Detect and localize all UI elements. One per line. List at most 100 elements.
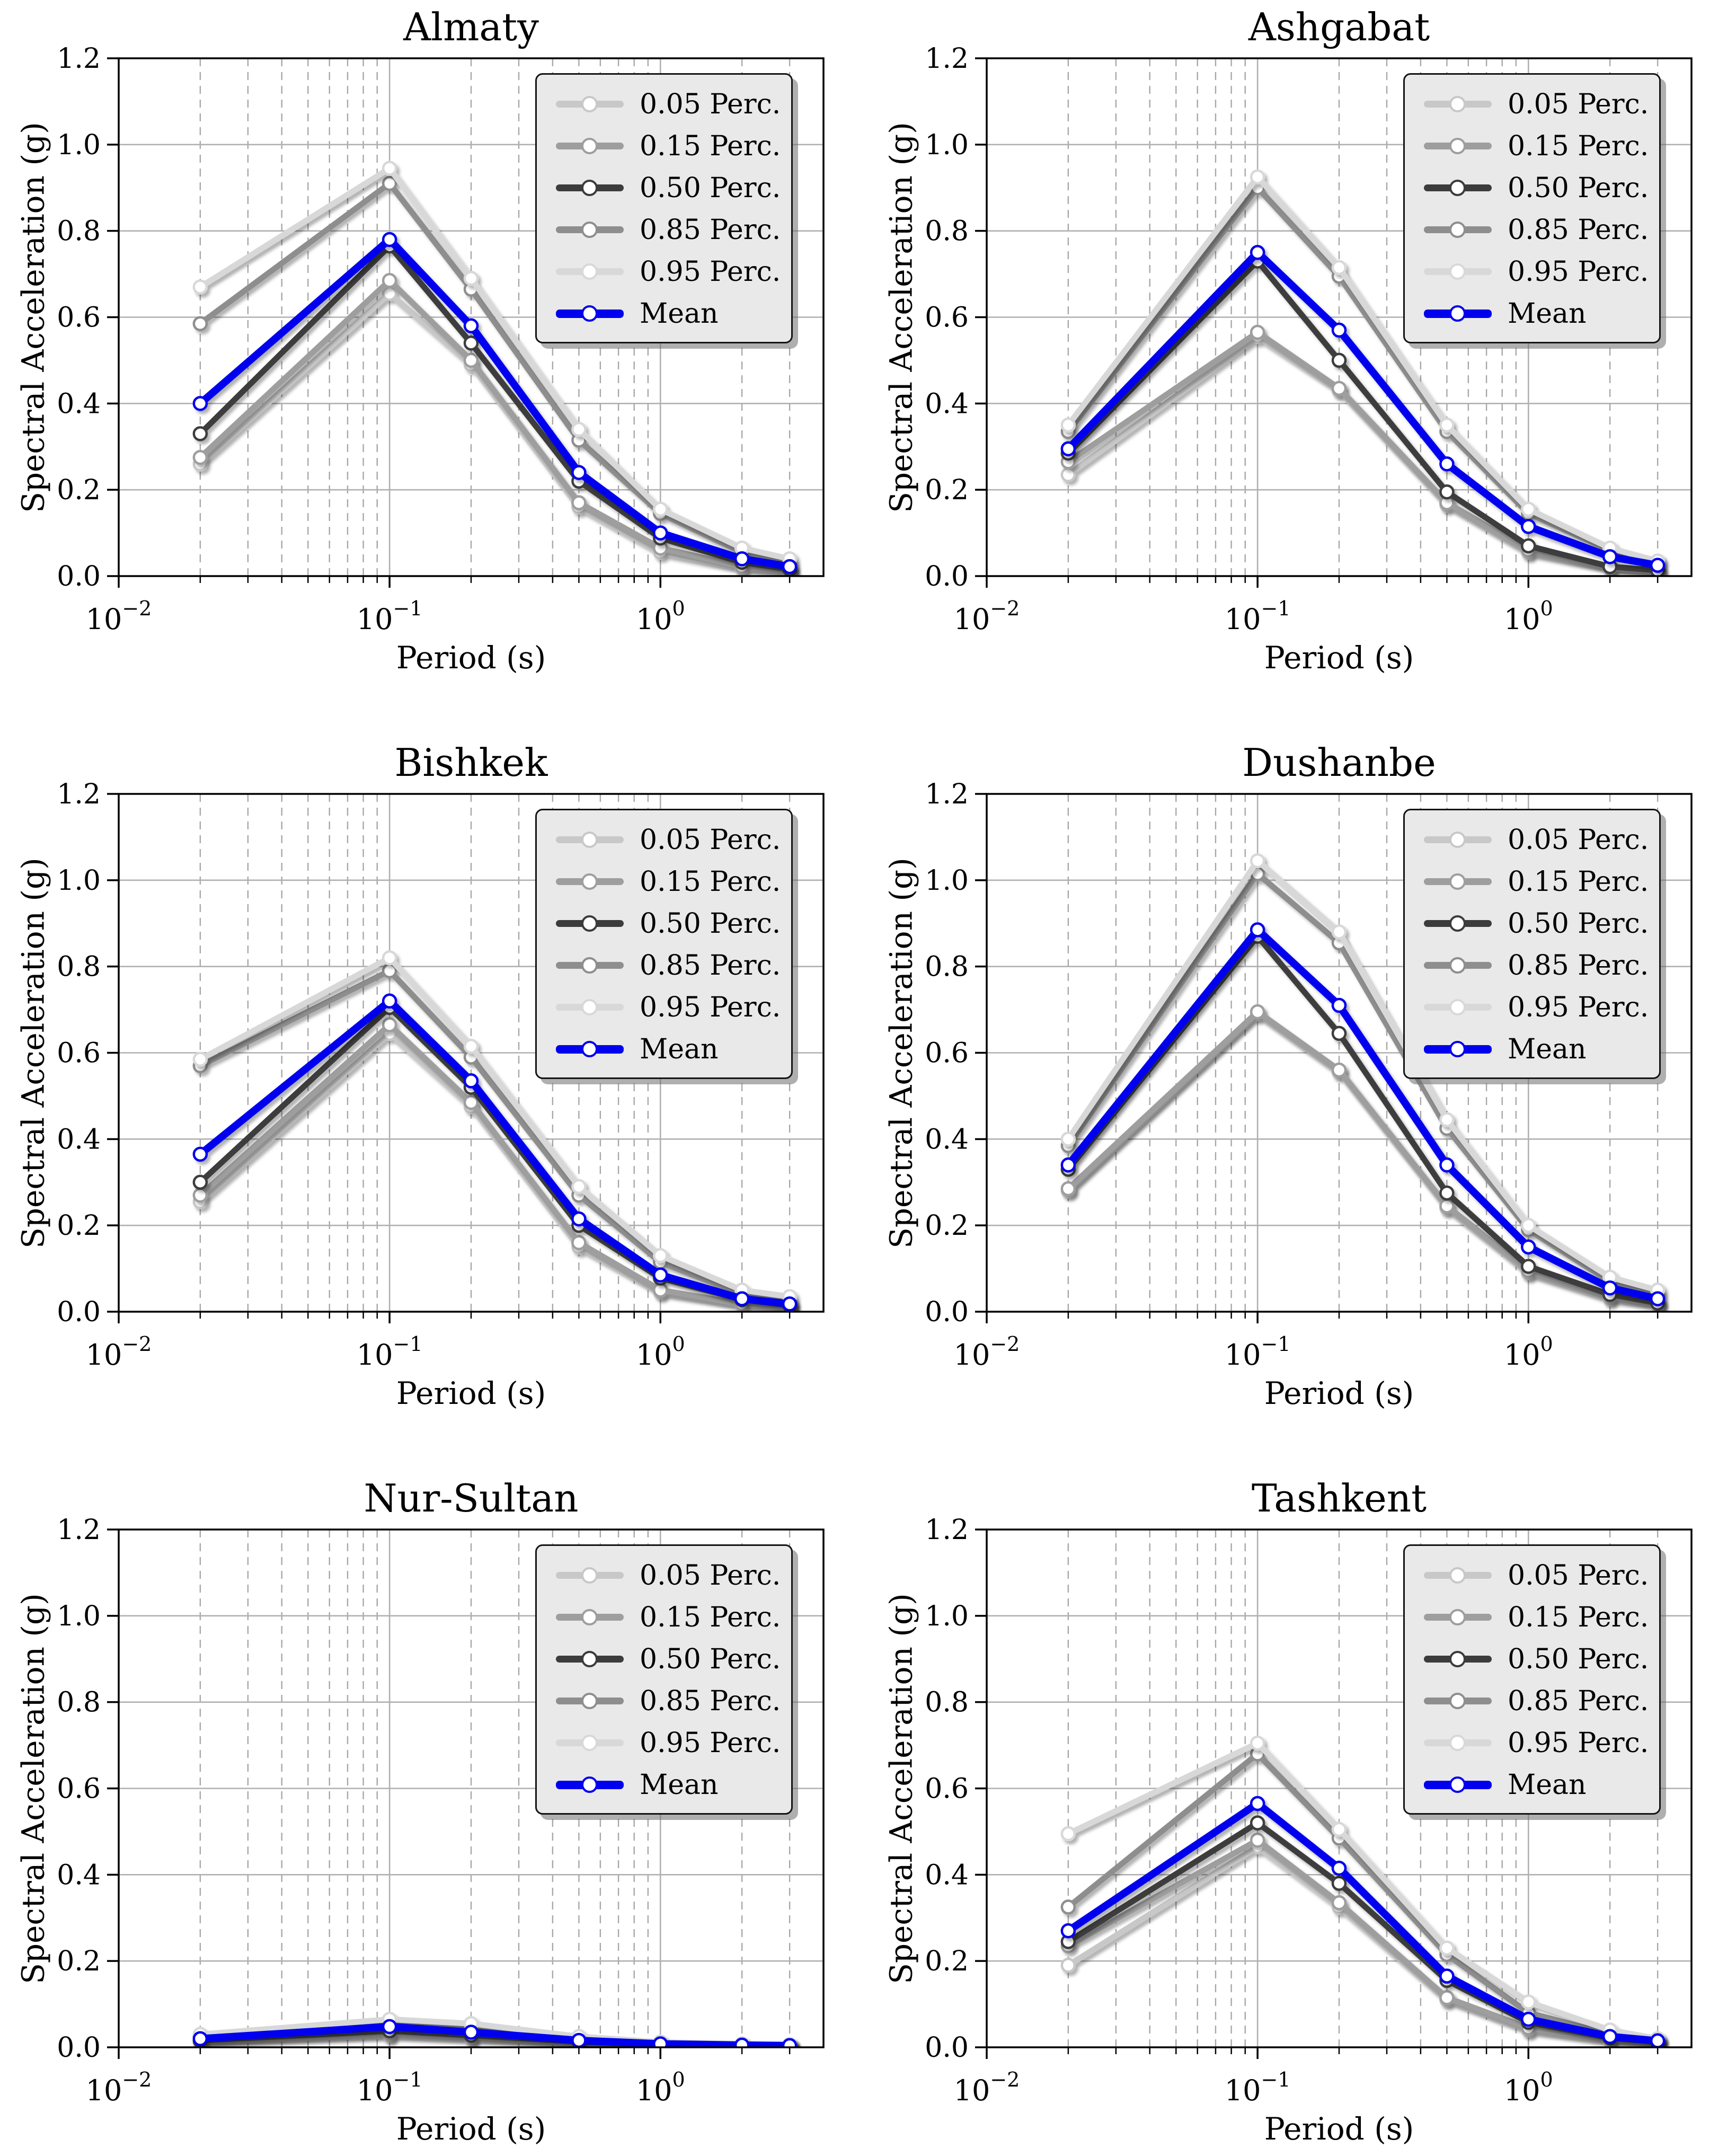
svg-text:0.8: 0.8	[57, 951, 101, 983]
legend-entry-mean: Mean	[545, 1028, 786, 1070]
data-point	[1439, 1185, 1455, 1201]
x-axis-label: Period (s)	[396, 2111, 546, 2147]
legend-label: 0.15 Perc.	[640, 130, 781, 162]
subplot-ashgabat: 0.0 0.2 0.4 0.6 0.8 1.0 1.2 10−2 10−1 100 Ashgaba…	[868, 0, 1736, 715]
legend-entry-0-50-perc: 0.50 Perc.	[545, 903, 786, 944]
legend-label: 0.15 Perc.	[640, 865, 781, 898]
data-point	[1331, 1876, 1347, 1891]
legend-line-swatch	[556, 1650, 624, 1667]
svg-text:10−2: 10−2	[954, 1332, 1020, 1372]
data-point	[1521, 538, 1536, 554]
data-point	[571, 2032, 587, 2047]
legend-entry-0-85-perc: 0.85 Perc.	[1413, 944, 1654, 986]
data-point	[1250, 169, 1265, 185]
legend-entry-0-05-perc: 0.05 Perc.	[545, 1554, 786, 1596]
legend-line-swatch	[1424, 957, 1492, 974]
legend-marker-icon	[1449, 1567, 1466, 1584]
legend-entry-0-50-perc: 0.50 Perc.	[545, 1638, 786, 1680]
data-point	[653, 1248, 668, 1263]
legend-entry-mean: Mean	[545, 1764, 786, 1806]
svg-text:1.0: 1.0	[925, 129, 969, 161]
data-point	[1650, 558, 1666, 573]
data-point	[1060, 1157, 1076, 1173]
data-point	[1060, 1958, 1076, 1973]
svg-text:100: 100	[1504, 2068, 1553, 2107]
axis-ticks	[975, 57, 1659, 588]
series-0-50-perc	[1060, 1815, 1666, 2047]
legend-line-swatch	[556, 1567, 624, 1584]
svg-text:0.0: 0.0	[925, 2032, 969, 2064]
data-point	[1521, 1259, 1536, 1274]
legend-marker-icon	[581, 998, 598, 1015]
legend-line-swatch	[1424, 831, 1492, 848]
chart-canvas-nur-sultan: 0.0 0.2 0.4 0.6 0.8 1.0 1.2 10−2 10−1 100	[57, 1514, 825, 2107]
chart-canvas-ashgabat: 0.0 0.2 0.4 0.6 0.8 1.0 1.2 10−2 10−1 100	[925, 43, 1693, 636]
legend-label: 0.95 Perc.	[1508, 255, 1649, 288]
legend-label: 0.15 Perc.	[1508, 865, 1649, 898]
legend-marker-icon	[1449, 221, 1466, 238]
legend-marker-icon	[1449, 137, 1466, 154]
data-point	[1331, 1860, 1347, 1876]
legend-marker-icon	[1449, 1776, 1466, 1793]
y-axis-label: Spectral Acceleration (g)	[15, 1593, 51, 1984]
chart-title: Bishkek	[394, 740, 548, 785]
legend-label: 0.85 Perc.	[1508, 214, 1649, 246]
legend-line-swatch	[1424, 915, 1492, 932]
legend-marker-icon	[581, 1650, 598, 1667]
legend-line-swatch	[1424, 873, 1492, 890]
y-axis-label: Spectral Acceleration (g)	[15, 857, 51, 1249]
legend-label: Mean	[1508, 1769, 1587, 1801]
y-axis-label: Spectral Acceleration (g)	[15, 121, 51, 513]
data-point	[571, 1235, 587, 1250]
chart-title: Dushanbe	[1242, 740, 1436, 785]
legend-marker-icon	[581, 1567, 598, 1584]
svg-text:0.6: 0.6	[925, 1038, 969, 1069]
svg-text:10−2: 10−2	[86, 597, 152, 636]
data-point	[382, 161, 397, 176]
data-point	[1060, 1181, 1076, 1197]
chart-canvas-almaty: 0.0 0.2 0.4 0.6 0.8 1.0 1.2 10−2 10−1 100	[57, 43, 825, 636]
svg-text:10−1: 10−1	[1225, 2068, 1291, 2107]
legend-line-swatch	[556, 1776, 624, 1793]
data-point	[192, 316, 208, 331]
svg-text:0.4: 0.4	[925, 1859, 969, 1891]
legend-marker-icon	[581, 1040, 598, 1057]
data-point	[192, 449, 208, 465]
legend-label: 0.50 Perc.	[1508, 172, 1649, 204]
series-0-95-perc	[1060, 853, 1666, 1298]
axis-ticks	[107, 793, 791, 1323]
data-point	[192, 2031, 208, 2046]
series-0-95-perc	[1060, 169, 1666, 569]
data-point	[1602, 2029, 1618, 2044]
data-point	[782, 1296, 798, 1312]
legend-label: 0.05 Perc.	[1508, 1559, 1649, 1592]
legend-line-swatch	[1424, 137, 1492, 154]
svg-text:0.4: 0.4	[57, 388, 101, 420]
tick-labels: 0.0 0.2 0.4 0.6 0.8 1.0 1.2 10−2 10−1 100	[57, 43, 685, 636]
data-point	[1250, 1832, 1265, 1848]
legend-marker-icon	[581, 1608, 598, 1625]
svg-text:0.0: 0.0	[925, 1296, 969, 1328]
legend-marker-icon	[1449, 1734, 1466, 1751]
legend-label: Mean	[640, 297, 719, 330]
data-point	[1331, 1026, 1347, 1041]
svg-text:0.0: 0.0	[57, 561, 101, 593]
legend-label: 0.50 Perc.	[640, 1643, 781, 1675]
svg-text:1.2: 1.2	[57, 1514, 101, 1546]
data-point	[653, 1267, 668, 1283]
legend-entry-0-05-perc: 0.05 Perc.	[1413, 1554, 1654, 1596]
legend-label: 0.95 Perc.	[640, 1727, 781, 1759]
series-group	[1060, 1735, 1666, 2047]
legend-entry-0-95-perc: 0.95 Perc.	[545, 251, 786, 293]
legend-entry-0-85-perc: 0.85 Perc.	[545, 944, 786, 986]
svg-text:10−1: 10−1	[357, 597, 423, 636]
data-point	[463, 335, 479, 351]
legend-marker-icon	[581, 1734, 598, 1751]
chart-title: Nur-Sultan	[364, 1476, 579, 1521]
data-point	[1331, 1822, 1347, 1837]
svg-text:1.0: 1.0	[57, 129, 101, 161]
data-point	[1521, 2011, 1536, 2027]
tick-labels: 0.0 0.2 0.4 0.6 0.8 1.0 1.2 10−2 10−1 100	[57, 779, 685, 1372]
legend-entry-0-95-perc: 0.95 Perc.	[545, 1722, 786, 1764]
